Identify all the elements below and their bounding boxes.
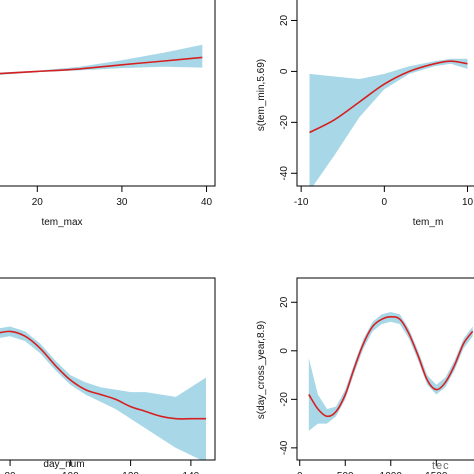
series-line xyxy=(308,315,474,418)
chart-panel-4: 0 500 1000 1500 20 0 -20 -40 s(day_cross_year,8.… xyxy=(256,277,474,474)
series-line xyxy=(309,60,468,134)
x-tick-label: 40 xyxy=(201,197,213,208)
watermark-text: tec xyxy=(432,460,450,472)
x-tick-label: 20 xyxy=(32,197,44,208)
y-axis-label: s(tem_min,5.69) xyxy=(256,59,267,131)
x-tick-label: 1500 xyxy=(425,471,448,474)
y-tick-label: -20 xyxy=(279,115,290,130)
series-line xyxy=(0,330,206,420)
chart-panel-3: 80 100 120 140 day_num xyxy=(0,277,216,474)
y-tick-label: 0 xyxy=(279,68,290,74)
x-axis-label: day_num xyxy=(43,459,84,470)
plot-frame xyxy=(296,0,474,187)
x-tick-label: -10 xyxy=(294,197,309,208)
series-line xyxy=(0,56,203,75)
y-tick-label: 0 xyxy=(279,348,290,354)
plot-frame xyxy=(0,0,216,187)
x-tick-label: 120 xyxy=(122,471,139,474)
plot-frame xyxy=(296,277,474,461)
x-tick-label: 1000 xyxy=(380,471,403,474)
x-tick-label: 80 xyxy=(5,471,17,474)
chart-panel-2: -10 0 10 20 0 -20 -40 tem_m s(tem_min,5.69) xyxy=(256,0,474,228)
x-tick-label: 10 xyxy=(462,197,474,208)
confidence-band xyxy=(309,58,468,186)
y-axis-label: s(day_cross_year,8.9) xyxy=(256,321,267,419)
x-axis-label: tem_max xyxy=(41,217,82,228)
x-tick-label: 30 xyxy=(116,197,128,208)
y-tick-label: -40 xyxy=(279,166,290,181)
confidence-band xyxy=(308,312,473,431)
x-tick-label: 500 xyxy=(337,471,354,474)
y-tick-label: 20 xyxy=(279,296,290,308)
x-tick-label: 100 xyxy=(62,471,79,474)
x-axis-label: tem_m xyxy=(413,217,444,228)
plot-frame xyxy=(0,277,216,461)
chart-panel-1: 20 30 40 tem_max xyxy=(0,0,216,228)
y-tick-label: 20 xyxy=(279,14,290,26)
x-tick-label: 140 xyxy=(183,471,200,474)
y-tick-label: -40 xyxy=(279,440,290,455)
x-tick-label: 0 xyxy=(297,471,303,474)
y-tick-label: -20 xyxy=(279,392,290,407)
confidence-band xyxy=(0,326,206,460)
x-tick-label: 0 xyxy=(382,197,388,208)
